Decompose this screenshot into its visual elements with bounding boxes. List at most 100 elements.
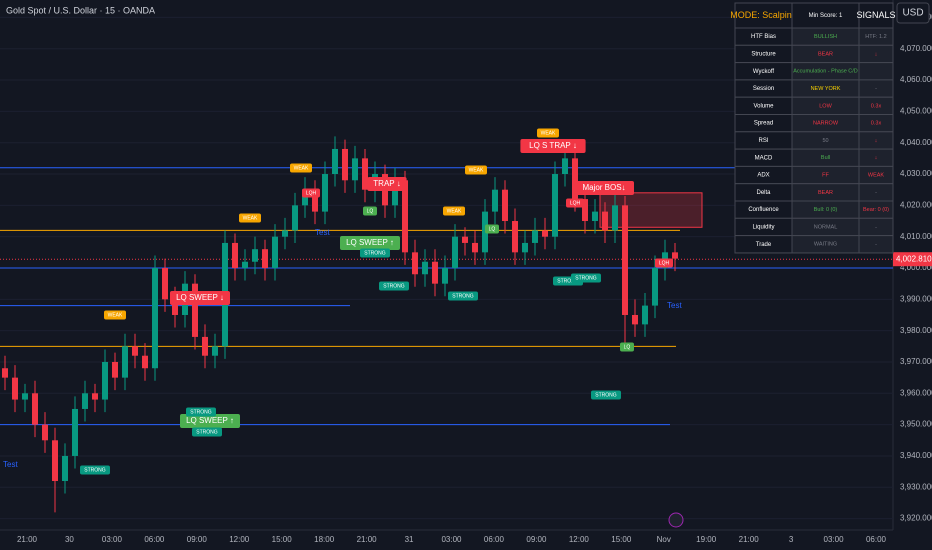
- candle-body: [212, 346, 218, 356]
- y-tick-label: 4,020.000: [900, 200, 932, 209]
- table-cell-text: Bull: [821, 155, 830, 161]
- table-cell-text: Session: [753, 86, 774, 92]
- candle-body: [522, 242, 528, 253]
- candle-body: [242, 261, 248, 268]
- candle-body: [102, 361, 108, 400]
- annotation: TRAP ↓: [373, 179, 400, 188]
- annotation-box: [571, 273, 601, 283]
- y-tick-label: 3,980.000: [900, 326, 932, 335]
- candle-body: [612, 205, 618, 231]
- annotation: LQH: [570, 200, 581, 206]
- table-cell-text: Wyckoff: [753, 69, 775, 75]
- x-tick-label: 31: [405, 535, 414, 544]
- y-tick-label: 4,010.000: [900, 232, 932, 241]
- table-cell-text: HTF Bias: [751, 34, 776, 40]
- annotation-box: [302, 188, 320, 198]
- table-cell-text: 0.3x: [871, 121, 882, 127]
- candle-body: [302, 189, 308, 206]
- table-cell-text: NEW YORK: [811, 86, 841, 92]
- annotation: LQ: [367, 208, 374, 214]
- candle-body: [452, 236, 458, 268]
- annotation: STRONG: [575, 275, 597, 281]
- annotation-box: [80, 465, 110, 475]
- table-cell-text: HTF: 1.2: [865, 34, 886, 40]
- annotation-box: [520, 139, 586, 153]
- y-tick-label: 4,050.000: [900, 106, 932, 115]
- annotation: LQH: [659, 260, 670, 266]
- candle-body: [402, 180, 408, 253]
- annotation-box: [192, 427, 222, 437]
- candle-body: [572, 158, 578, 200]
- annotation: WEAK: [108, 312, 123, 318]
- candle-body: [562, 158, 568, 175]
- annotation: WEAK: [243, 215, 258, 221]
- table-cell-text: Spread: [754, 121, 773, 127]
- candle-body: [12, 377, 18, 400]
- candle-body: [552, 174, 558, 237]
- currency[interactable]: USD: [902, 8, 923, 19]
- candle-body: [142, 355, 148, 369]
- annotation: STRONG: [364, 250, 386, 256]
- table-cell: [858, 62, 894, 81]
- y-tick-label: 4,060.000: [900, 75, 932, 84]
- table-cell-text: -: [875, 86, 877, 92]
- annotation-box: [574, 181, 634, 195]
- table-cell-text: ADX: [757, 173, 769, 179]
- annotation: STRONG: [383, 283, 405, 289]
- table-cell-text: 0.3x: [871, 103, 882, 109]
- annotation: LQ SWEEP ↑: [186, 416, 234, 425]
- x-tick-label: 12:00: [569, 535, 590, 544]
- annotation-box: [448, 291, 478, 301]
- table-cell-text: WAITING: [814, 242, 837, 248]
- table-cell-text: ↓: [875, 138, 878, 144]
- annotation-box: [655, 258, 673, 268]
- annotation: LQ: [489, 226, 496, 232]
- y-tick-label: 3,960.000: [900, 388, 932, 397]
- annotation: LQ: [624, 344, 631, 350]
- table-cell-text: BEAR: [818, 51, 833, 57]
- table-header: MODE: Scalping: [730, 10, 797, 20]
- table-cell-text: ↓: [875, 51, 878, 57]
- candle-body: [22, 393, 28, 400]
- annotation: LQH: [306, 190, 317, 196]
- table-header: SIGNALS: [856, 10, 895, 20]
- candle-body: [2, 368, 8, 378]
- table-cell-text: FF: [822, 173, 829, 179]
- candle-body: [232, 242, 238, 268]
- annotation: STRONG: [595, 392, 617, 398]
- table-cell-text: -: [875, 190, 877, 196]
- x-tick-label: 06:00: [144, 535, 165, 544]
- candle-body: [392, 180, 398, 206]
- table-cell-text: ↓: [875, 155, 878, 161]
- table-cell-text: Structure: [751, 52, 776, 58]
- candle-body: [642, 305, 648, 325]
- candle-body: [542, 230, 548, 237]
- event-icon[interactable]: [668, 512, 684, 528]
- table-header-cell: [858, 2, 894, 29]
- annotation-box: [363, 206, 377, 216]
- table-cell-text: Bull: 0 (0): [814, 207, 838, 213]
- x-tick-label: 06:00: [484, 535, 505, 544]
- annotation: WEAK: [541, 130, 556, 136]
- annotation-box: [443, 206, 465, 216]
- candle-body: [72, 408, 78, 456]
- y-tick-label: 4,040.000: [900, 138, 932, 147]
- x-tick-label: 15:00: [611, 535, 632, 544]
- table-cell-text: Volume: [753, 103, 774, 109]
- annotation-box: [170, 291, 230, 305]
- annotation: STRONG: [190, 409, 212, 415]
- annotation-box: [537, 128, 559, 138]
- candle-body: [412, 252, 418, 275]
- annotation: STRONG: [84, 467, 106, 473]
- candle-body: [192, 283, 198, 337]
- table-cell-text: Trade: [756, 242, 772, 248]
- candle-body: [82, 393, 88, 409]
- currency-button[interactable]: [896, 2, 930, 24]
- x-tick-label: 06:00: [866, 535, 887, 544]
- table-cell-text: Delta: [756, 190, 771, 196]
- table-cell-text: RSI: [758, 138, 768, 144]
- candle-body: [332, 148, 338, 175]
- candle-body: [482, 211, 488, 253]
- annotation-box: [239, 213, 261, 223]
